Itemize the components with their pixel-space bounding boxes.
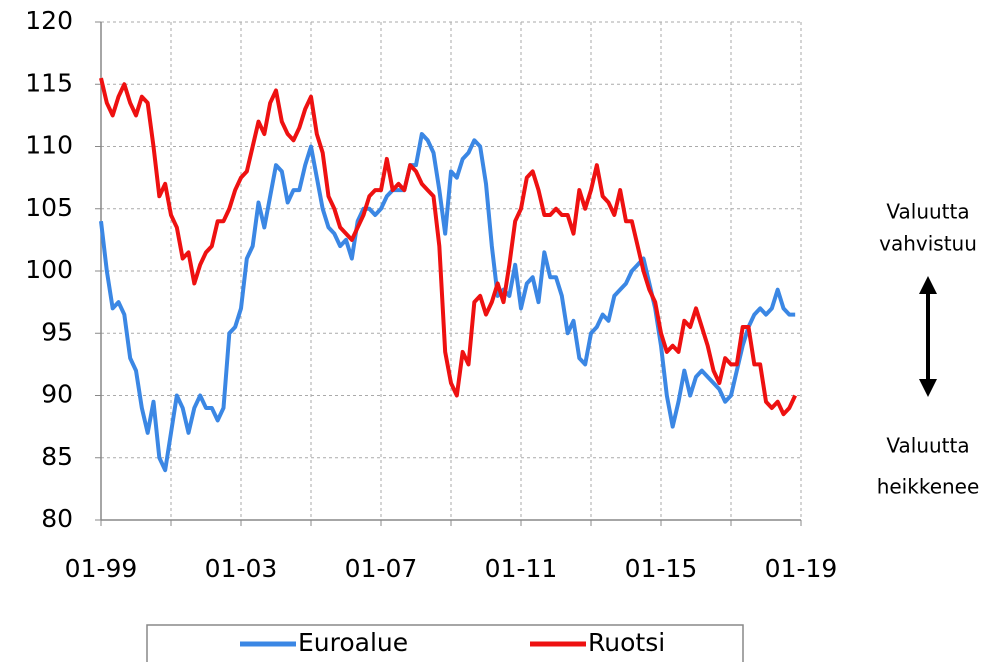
x-tick-label: 01-19 <box>765 554 838 583</box>
y-tick-label: 90 <box>41 380 73 409</box>
annotation: heikkenee <box>877 475 980 499</box>
x-tick-label: 01-99 <box>65 554 138 583</box>
x-tick-label: 01-07 <box>345 554 418 583</box>
x-tick-label: 01-03 <box>205 554 278 583</box>
x-tick-label: 01-15 <box>625 554 698 583</box>
y-tick-label: 80 <box>41 504 73 533</box>
y-tick-label: 105 <box>25 193 73 222</box>
annotation: Valuutta <box>886 200 969 224</box>
y-tick-label: 115 <box>25 68 73 97</box>
y-tick-label: 120 <box>25 6 73 35</box>
y-tick-label: 95 <box>41 317 73 346</box>
x-tick-label: 01-11 <box>485 554 558 583</box>
series-line <box>99 132 796 473</box>
annotation: vahvistuu <box>879 232 977 256</box>
series-line <box>99 77 797 417</box>
arrow-head-up <box>919 276 937 294</box>
y-tick-label: 110 <box>25 131 73 160</box>
arrow-head-down <box>919 379 937 397</box>
annotation: Valuutta <box>886 434 969 458</box>
legend-label: Euroalue <box>298 628 408 657</box>
legend-label: Ruotsi <box>588 628 665 657</box>
y-tick-label: 100 <box>25 255 73 284</box>
y-tick-label: 85 <box>41 442 73 471</box>
